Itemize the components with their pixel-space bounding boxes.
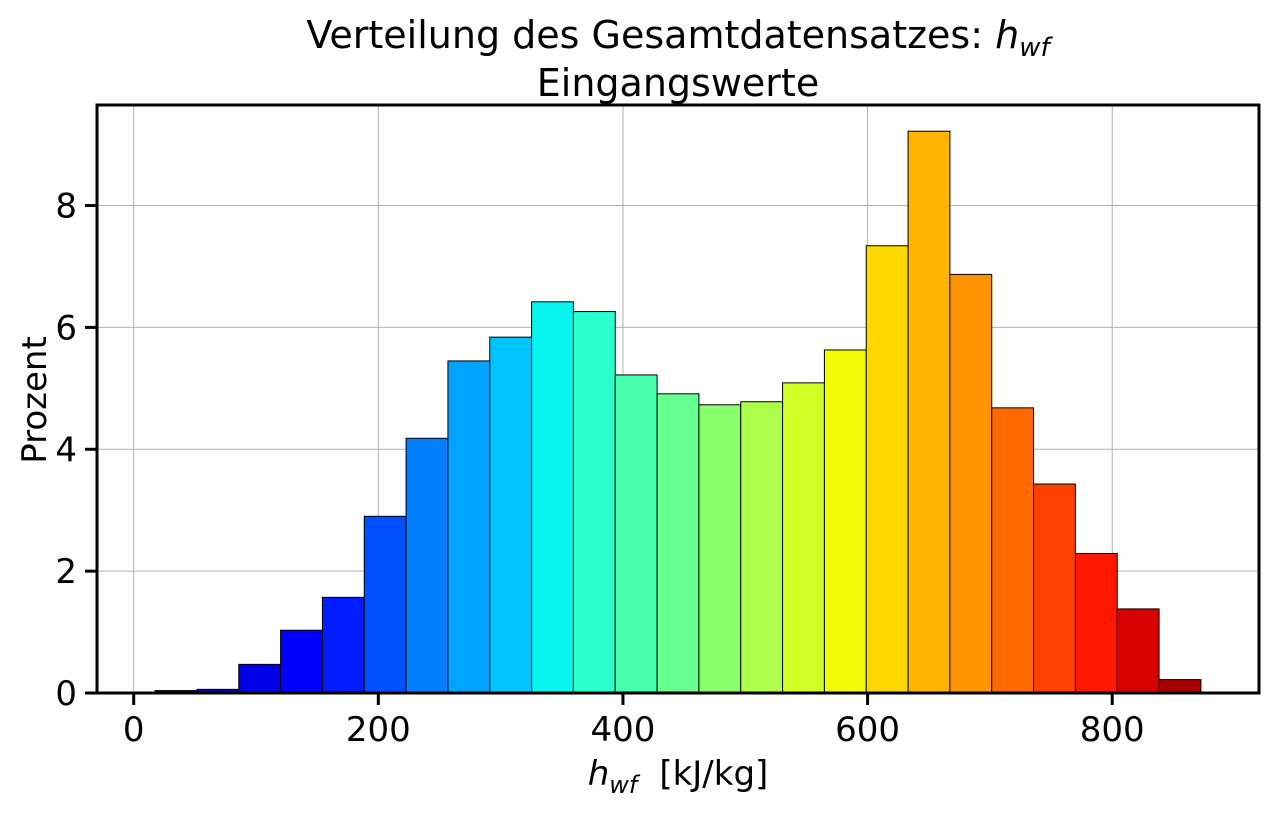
histogram-bar-10 <box>572 311 616 694</box>
x-tick-label-0: 0 <box>123 710 145 750</box>
x-tick-label-1: 200 <box>346 710 411 750</box>
y-tick-label-1: 2 <box>55 552 77 592</box>
histogram-bar-5 <box>363 515 407 694</box>
histogram-bar-4 <box>321 596 365 694</box>
histogram-bar-19 <box>949 273 993 694</box>
histogram-bar-14 <box>740 401 784 694</box>
histogram-bar-24 <box>1158 679 1202 694</box>
histogram-bar-18 <box>907 130 951 694</box>
histogram-bar-23 <box>1116 608 1160 694</box>
chart-title-line2: Eingangswerte <box>537 61 819 105</box>
chart-title-variable-subscript: wf <box>1019 33 1053 63</box>
histogram-bar-6 <box>405 437 449 694</box>
chart-title-line1: Verteilung des Gesamtdatensatzes: hwf <box>306 13 1053 63</box>
y-axis-label: Prozent <box>15 336 55 464</box>
histogram-bar-15 <box>782 382 825 694</box>
chart-title-prefix: Verteilung des Gesamtdatensatzes: <box>306 13 995 57</box>
histogram-bar-12 <box>656 393 700 694</box>
histogram-bar-20 <box>991 407 1035 694</box>
histogram-bar-7 <box>447 360 491 694</box>
plot-frame <box>95 103 1261 695</box>
x-tick-label-4: 800 <box>1080 710 1145 750</box>
histogram-bar-2 <box>238 663 282 694</box>
histogram-bar-8 <box>489 336 533 694</box>
histogram-bar-16 <box>823 349 867 694</box>
chart-title-variable: h <box>995 13 1019 57</box>
x-axis-label-variable: h <box>588 754 610 794</box>
x-tick-label-2: 400 <box>591 710 656 750</box>
x-tick-label-3: 600 <box>835 710 900 750</box>
x-axis-label-variable-subscript: wf <box>609 771 641 799</box>
y-tick-label-0: 0 <box>55 674 77 714</box>
histogram-bar-13 <box>698 404 742 694</box>
x-axis-label-unit: [kJ/kg] <box>659 754 768 794</box>
histogram-bar-17 <box>865 245 909 694</box>
histogram-bar-22 <box>1074 552 1118 694</box>
x-axis-ticks: 0 200 400 600 800 <box>123 693 1145 750</box>
y-axis-ticks: 0 2 4 6 8 <box>55 187 97 714</box>
histogram-bar-21 <box>1033 483 1076 694</box>
y-tick-label-3: 6 <box>55 308 77 348</box>
y-tick-label-2: 4 <box>55 430 77 470</box>
histogram-bars <box>154 130 1202 694</box>
y-tick-label-4: 8 <box>55 187 77 227</box>
histogram-bar-3 <box>280 629 323 694</box>
histogram-bar-9 <box>531 301 574 694</box>
histogram-bar-11 <box>614 374 658 694</box>
x-axis-label: hwf [kJ/kg] <box>588 754 769 799</box>
